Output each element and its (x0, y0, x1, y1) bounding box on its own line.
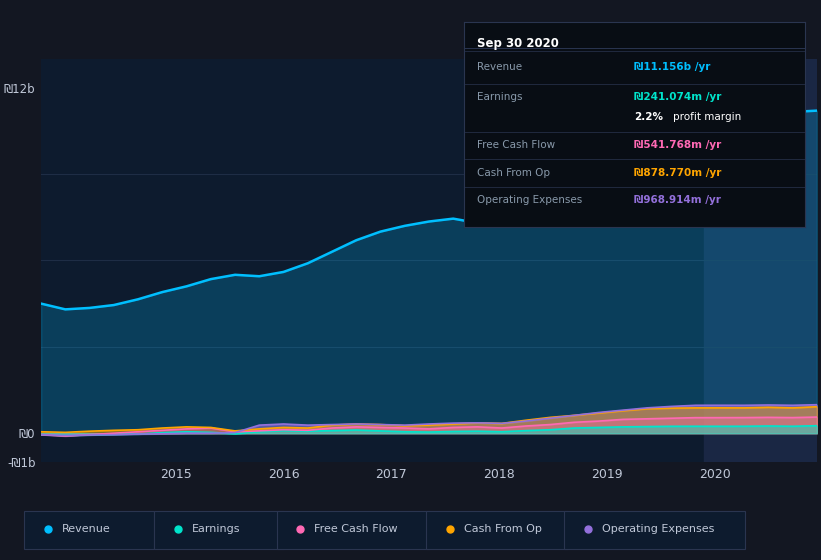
Text: ₪878.770m /yr: ₪878.770m /yr (635, 167, 722, 178)
FancyBboxPatch shape (277, 511, 430, 549)
Text: Earnings: Earnings (478, 92, 523, 102)
Text: Operating Expenses: Operating Expenses (602, 524, 714, 534)
Bar (704, 59, 821, 462)
Text: profit margin: profit margin (673, 113, 741, 123)
FancyBboxPatch shape (564, 511, 745, 549)
FancyBboxPatch shape (154, 511, 284, 549)
Text: Operating Expenses: Operating Expenses (478, 195, 583, 205)
Text: ₪241.074m /yr: ₪241.074m /yr (635, 92, 722, 102)
Text: Free Cash Flow: Free Cash Flow (478, 140, 556, 150)
Text: Revenue: Revenue (478, 62, 523, 72)
Text: Cash From Op: Cash From Op (464, 524, 542, 534)
Text: Free Cash Flow: Free Cash Flow (314, 524, 398, 534)
Text: Cash From Op: Cash From Op (478, 167, 551, 178)
Text: 2.2%: 2.2% (635, 113, 663, 123)
Text: Sep 30 2020: Sep 30 2020 (478, 37, 559, 50)
Text: ₪541.768m /yr: ₪541.768m /yr (635, 140, 722, 150)
Text: ₪968.914m /yr: ₪968.914m /yr (635, 195, 721, 205)
Text: Revenue: Revenue (62, 524, 111, 534)
FancyBboxPatch shape (426, 511, 568, 549)
Text: Earnings: Earnings (192, 524, 241, 534)
Text: ₪11.156b /yr: ₪11.156b /yr (635, 62, 711, 72)
FancyBboxPatch shape (25, 511, 154, 549)
